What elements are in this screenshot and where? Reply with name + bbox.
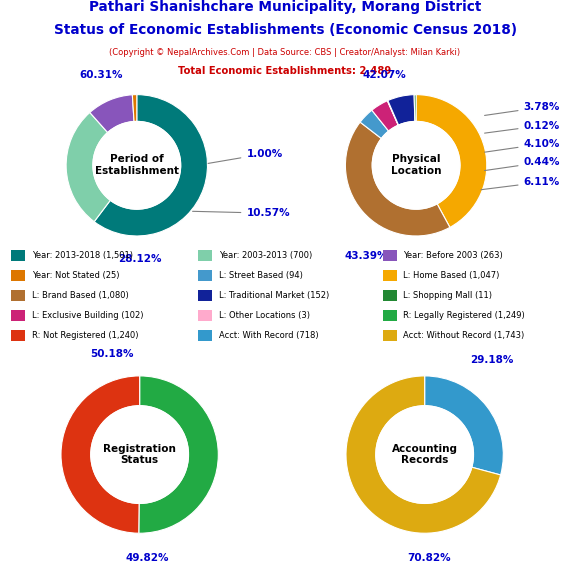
Text: Total Economic Establishments: 2,489: Total Economic Establishments: 2,489: [178, 66, 392, 76]
Text: Year: Not Stated (25): Year: Not Stated (25): [32, 271, 120, 280]
Bar: [198, 290, 213, 302]
Text: 29.18%: 29.18%: [470, 355, 513, 365]
Wedge shape: [388, 95, 415, 125]
Text: L: Street Based (94): L: Street Based (94): [219, 271, 303, 280]
Bar: [382, 330, 397, 341]
Text: 1.00%: 1.00%: [208, 149, 283, 164]
Text: Registration
Status: Registration Status: [103, 444, 176, 465]
Bar: [11, 310, 25, 321]
Text: Accounting
Records: Accounting Records: [392, 444, 458, 465]
Text: 6.11%: 6.11%: [481, 177, 560, 190]
Wedge shape: [345, 122, 450, 236]
Text: L: Traditional Market (152): L: Traditional Market (152): [219, 291, 329, 300]
Text: L: Other Locations (3): L: Other Locations (3): [219, 311, 310, 320]
Text: 70.82%: 70.82%: [407, 553, 450, 563]
Text: L: Home Based (1,047): L: Home Based (1,047): [404, 271, 500, 280]
Circle shape: [91, 406, 189, 503]
Text: R: Not Registered (1,240): R: Not Registered (1,240): [32, 331, 139, 340]
Wedge shape: [346, 376, 500, 533]
Circle shape: [372, 121, 460, 209]
Bar: [11, 290, 25, 302]
Wedge shape: [139, 376, 218, 534]
Text: Period of
Establishment: Period of Establishment: [95, 154, 179, 176]
Bar: [382, 270, 397, 282]
Text: 0.12%: 0.12%: [484, 120, 560, 133]
Text: Year: 2013-2018 (1,501): Year: 2013-2018 (1,501): [32, 251, 133, 260]
Bar: [11, 270, 25, 282]
Text: L: Brand Based (1,080): L: Brand Based (1,080): [32, 291, 129, 300]
Text: (Copyright © NepalArchives.Com | Data Source: CBS | Creator/Analyst: Milan Karki: (Copyright © NepalArchives.Com | Data So…: [109, 48, 461, 56]
Text: L: Shopping Mall (11): L: Shopping Mall (11): [404, 291, 492, 300]
Bar: [11, 330, 25, 341]
Wedge shape: [66, 112, 111, 222]
Text: L: Exclusive Building (102): L: Exclusive Building (102): [32, 311, 144, 320]
Wedge shape: [94, 95, 207, 236]
Circle shape: [93, 121, 181, 209]
Text: Year: 2003-2013 (700): Year: 2003-2013 (700): [219, 251, 312, 260]
Text: 49.82%: 49.82%: [126, 553, 169, 563]
Wedge shape: [388, 100, 398, 125]
Wedge shape: [61, 376, 140, 533]
Bar: [382, 290, 397, 302]
Text: Year: Before 2003 (263): Year: Before 2003 (263): [404, 251, 503, 260]
Bar: [382, 250, 397, 261]
Wedge shape: [360, 110, 389, 139]
Text: R: Legally Registered (1,249): R: Legally Registered (1,249): [404, 311, 525, 320]
Bar: [382, 310, 397, 321]
Text: 4.10%: 4.10%: [484, 139, 560, 152]
Text: 3.78%: 3.78%: [484, 102, 560, 116]
Wedge shape: [132, 95, 137, 121]
Text: Status of Economic Establishments (Economic Census 2018): Status of Economic Establishments (Econo…: [54, 23, 516, 37]
Wedge shape: [372, 101, 398, 131]
Bar: [198, 330, 213, 341]
Bar: [198, 270, 213, 282]
Bar: [11, 250, 25, 261]
Bar: [198, 250, 213, 261]
Wedge shape: [414, 95, 416, 121]
Text: Acct: Without Record (1,743): Acct: Without Record (1,743): [404, 331, 524, 340]
Wedge shape: [416, 95, 487, 227]
Text: 28.12%: 28.12%: [119, 254, 162, 263]
Text: Pathari Shanishchare Municipality, Morang District: Pathari Shanishchare Municipality, Moran…: [89, 0, 481, 14]
Text: 42.07%: 42.07%: [363, 70, 406, 80]
Text: 43.39%: 43.39%: [345, 251, 388, 260]
Text: 60.31%: 60.31%: [80, 70, 123, 80]
Text: 10.57%: 10.57%: [193, 208, 290, 218]
Text: 0.44%: 0.44%: [484, 157, 560, 170]
Bar: [198, 310, 213, 321]
Wedge shape: [425, 376, 503, 475]
Wedge shape: [90, 95, 134, 133]
Text: Acct: With Record (718): Acct: With Record (718): [219, 331, 319, 340]
Circle shape: [376, 406, 474, 503]
Text: 50.18%: 50.18%: [91, 349, 134, 359]
Text: Physical
Location: Physical Location: [391, 154, 441, 176]
